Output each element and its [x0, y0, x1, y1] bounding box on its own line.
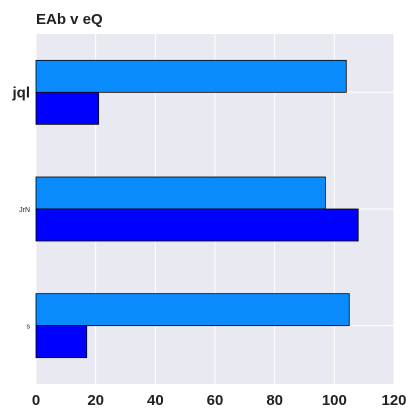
y-axis-ticks: jql JrN s [12, 84, 31, 330]
bar-JrN-series-2 [35, 208, 359, 242]
x-tick-label: 40 [147, 392, 164, 409]
x-axis-ticks: 0 20 40 60 80 100 120 [32, 392, 407, 409]
x-tick-label: 60 [207, 392, 224, 409]
x-tick-label: 80 [266, 392, 283, 409]
y-tick-label: jql [12, 84, 31, 101]
bar-JrN-series-1 [35, 176, 326, 210]
x-tick-label: 0 [32, 392, 40, 409]
chart-title: EAb v eQ [36, 11, 103, 28]
bar-s-series-2 [35, 325, 88, 359]
bar-jql-series-2 [35, 91, 100, 125]
x-tick-label: 20 [87, 392, 104, 409]
bar-s-series-1 [35, 293, 350, 327]
y-tick-label: JrN [19, 207, 30, 214]
x-tick-label: 100 [322, 392, 347, 409]
bar-jql-series-1 [35, 59, 347, 93]
x-tick-label: 120 [381, 392, 406, 409]
bars [35, 59, 359, 359]
y-tick-label: s [27, 324, 31, 331]
